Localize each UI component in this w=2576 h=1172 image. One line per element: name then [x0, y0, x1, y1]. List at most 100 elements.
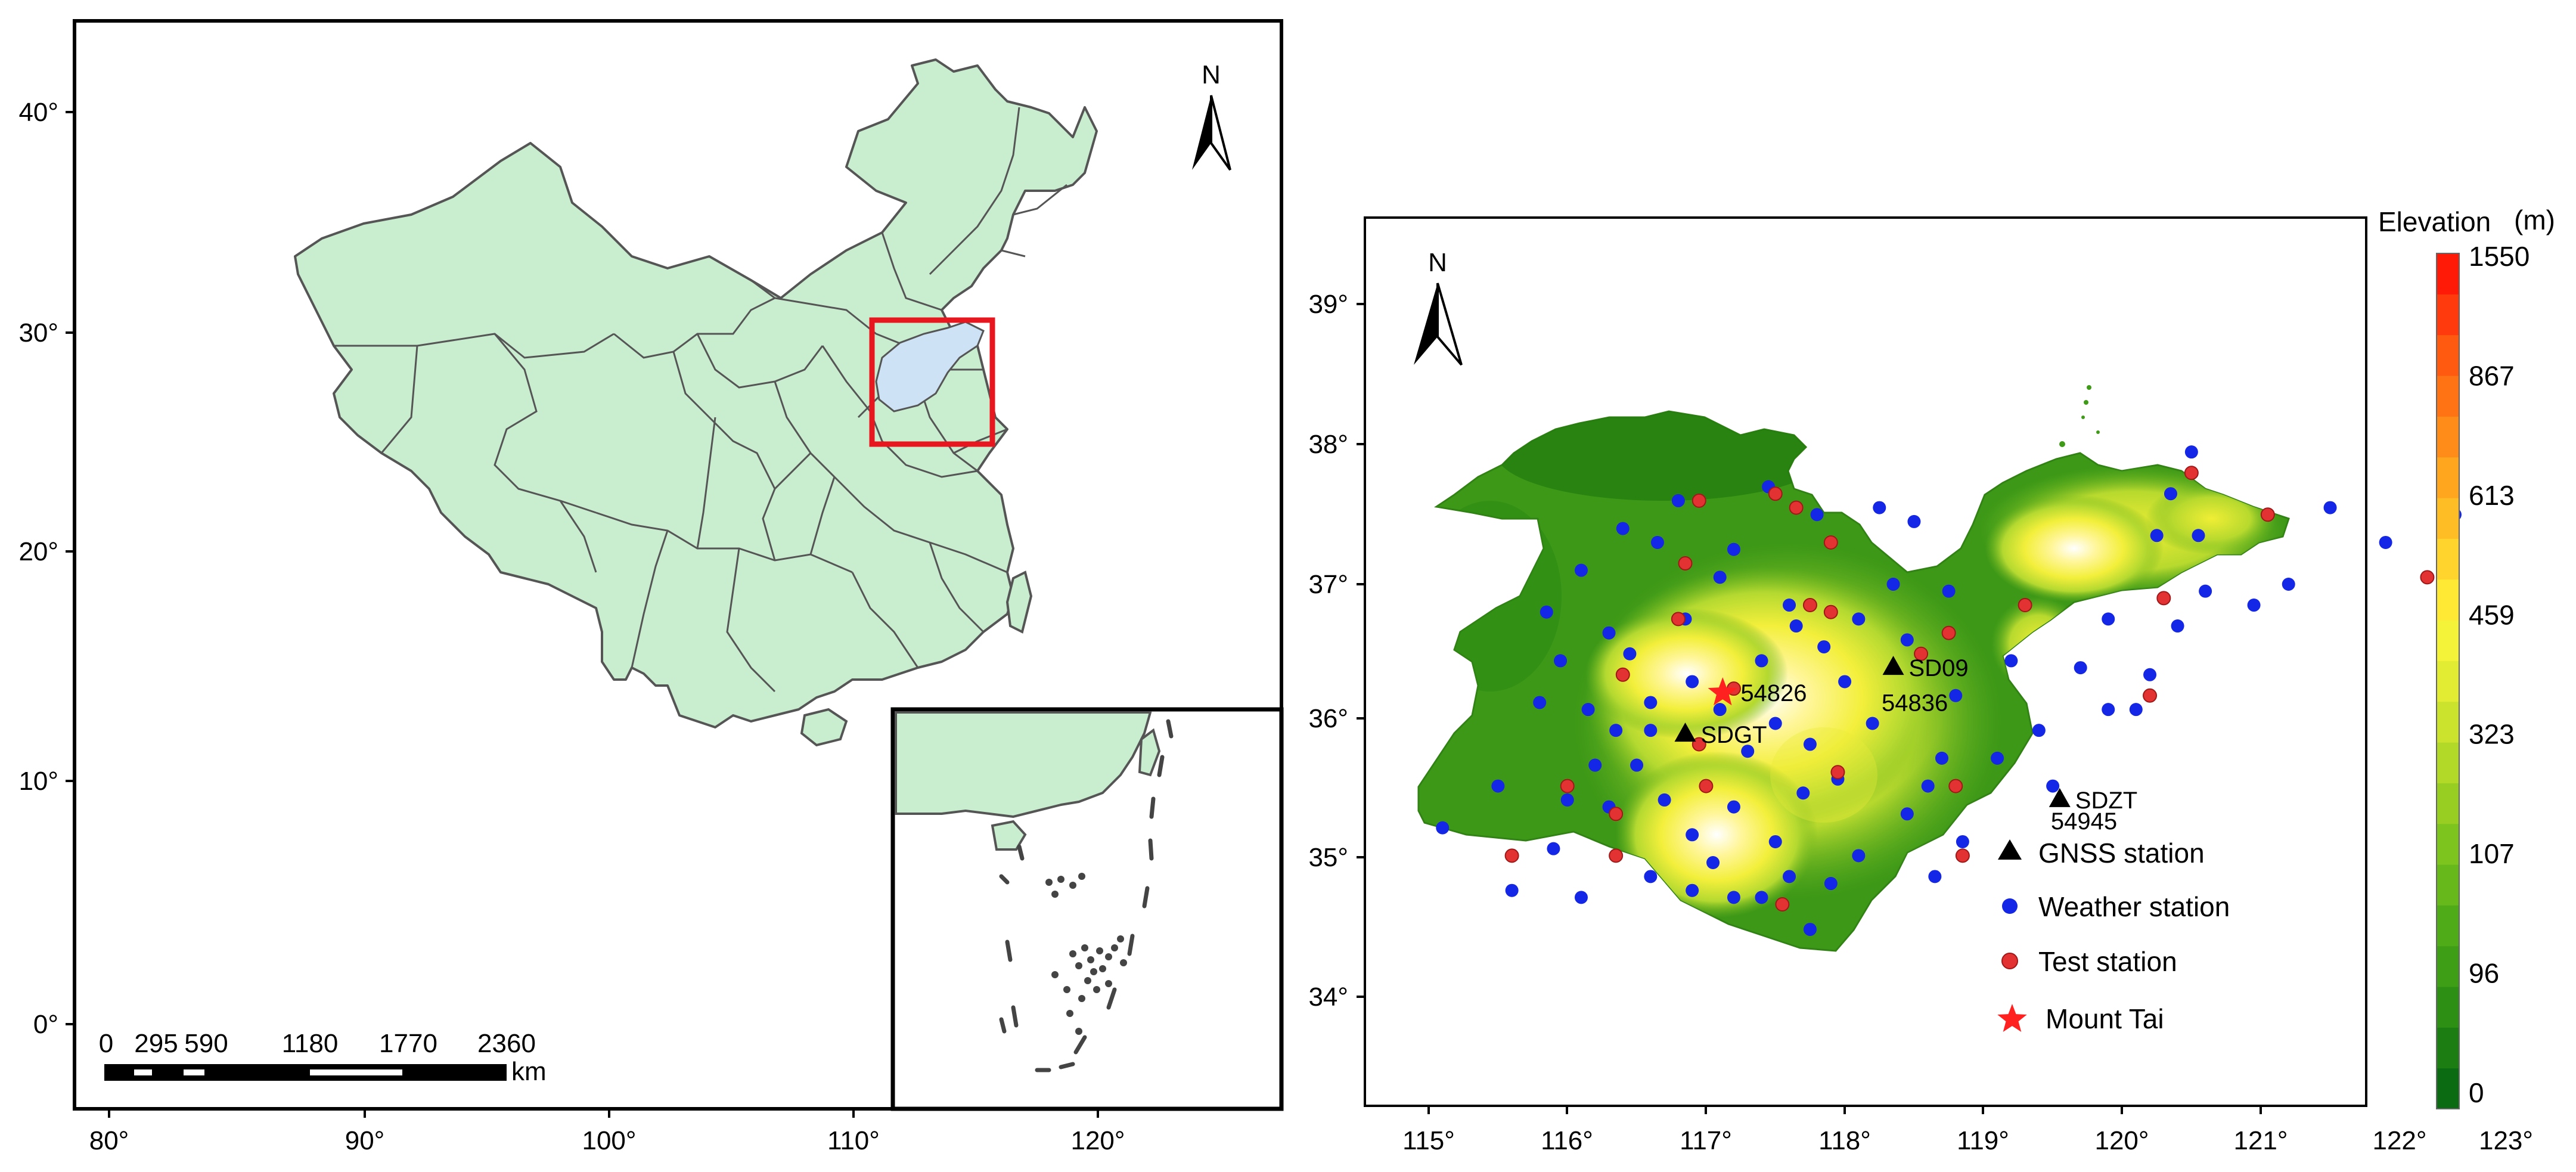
weather-station-dot	[1873, 501, 1886, 514]
lat-tick-label: 38°	[1308, 430, 1348, 459]
china-map-panel: N 0 295 590 1180 1770 2360 km	[18, 19, 1284, 1155]
scale-label: 1770	[379, 1029, 437, 1058]
north-arrow-left: N	[1192, 60, 1231, 171]
weather-station-dot	[1574, 563, 1588, 577]
weather-station-dot	[1706, 856, 1720, 869]
weather-station-dot	[1783, 870, 1796, 883]
right-map-ticks	[1357, 303, 2262, 1114]
lon-tick-label: 121°	[2233, 1126, 2288, 1155]
weather-station-dot	[2150, 529, 2164, 542]
weather-station-dot	[2323, 501, 2337, 514]
colorbar-step	[2437, 334, 2459, 376]
north-label-right: N	[1428, 248, 1447, 277]
colorbar-tick-label: 459	[2469, 599, 2515, 630]
inset-taiwan	[1138, 728, 1161, 777]
legend-label: Weather station	[2038, 891, 2230, 922]
coastal-islands	[2059, 385, 2100, 447]
lon-tick-label: 110°	[827, 1126, 880, 1155]
weather-station-dot	[1436, 821, 1450, 835]
colorbar-tick-label: 107	[2469, 838, 2515, 869]
weather-station-dot	[1956, 835, 1969, 848]
weather-station-dot	[2032, 724, 2046, 737]
gnss-station-label: SDGT	[1700, 722, 1767, 748]
weather-station-dot	[1588, 758, 1602, 772]
test-station-dot	[1802, 598, 1817, 613]
colorbar-tick-label: 323	[2469, 719, 2515, 750]
weather-legend-icon	[2002, 898, 2018, 914]
lat-tick-label: 37°	[1308, 570, 1348, 599]
colorbar-unit: (m)	[2514, 204, 2555, 235]
weather-station-dot	[1803, 737, 1817, 751]
weather-station-dot	[1817, 640, 1831, 654]
weather-station-dot	[1533, 696, 1547, 709]
weather-station-dot	[1949, 689, 1963, 702]
mount-tai-star	[1708, 677, 1738, 706]
north-label-left: N	[1202, 60, 1221, 89]
legend-label: GNSS station	[2038, 838, 2205, 869]
scale-label: 1180	[282, 1029, 339, 1058]
colorbar-step	[2437, 376, 2459, 417]
weather-station-dot	[1581, 703, 1595, 717]
scale-unit: km	[511, 1057, 547, 1086]
weather-station-dot	[1658, 793, 1671, 807]
colorbar-tick-label: 96	[2469, 958, 2499, 989]
shandong-highlight-box	[869, 317, 995, 447]
lat-tick-label: 39°	[1308, 290, 1348, 319]
colorbar-step	[2437, 905, 2459, 947]
weather-station-dot	[2102, 612, 2115, 626]
test-station-dot	[2260, 507, 2275, 522]
colorbar-step	[2437, 661, 2459, 702]
weather-station-dot	[1866, 717, 1879, 730]
left-lon-labels: 80° 90° 100° 110° 120°	[89, 1126, 1125, 1155]
colorbar-step	[2437, 742, 2459, 783]
weather-station-dot	[1928, 870, 1942, 883]
lon-tick-label: 117°	[1680, 1126, 1732, 1155]
shandong-map-panel: SD09 SDGT SDZT 54836 54945 54826 N GNSS stati…	[1308, 216, 2533, 1155]
weather-station-dot	[1650, 535, 1664, 549]
lon-tick-label: 116°	[1541, 1126, 1593, 1155]
elevation-colorbar: Elevation (m) 1550 867 613 459 323 107 96 0	[2378, 204, 2555, 1109]
right-lat-labels: 39° 38° 37° 36° 35° 34°	[1308, 290, 1348, 1012]
weather-station-dot	[1630, 758, 1644, 772]
lon-tick-label: 90°	[345, 1126, 385, 1155]
gnss-stations	[1674, 656, 2071, 807]
weather-stations	[1436, 445, 2462, 937]
lon-tick-label: 119°	[1957, 1126, 2009, 1155]
scale-bar: 0 295 590 1180 1770 2360 km	[99, 1029, 547, 1086]
weather-station-dot	[1942, 584, 1956, 598]
scale-label: 590	[184, 1029, 228, 1058]
colorbar-step	[2437, 701, 2459, 743]
lat-tick-label: 30°	[18, 318, 58, 348]
weather-station-dot	[1644, 724, 1658, 737]
test-station-dot	[1823, 604, 1838, 619]
test-station-dot	[1941, 625, 1956, 640]
weather-station-dot	[2379, 535, 2392, 549]
gnss-station-marker	[2049, 787, 2071, 807]
test-station-dot	[1678, 556, 1693, 571]
lat-tick-label: 10°	[18, 767, 58, 796]
test-station-dot	[2018, 598, 2032, 613]
weather-station-dot	[1741, 745, 1755, 758]
test-station-dot	[1775, 897, 1790, 912]
south-sea-islands	[1045, 873, 1127, 1035]
colorbar-labels: 1550 867 613 459 323 107 96 0	[2469, 241, 2530, 1108]
weather-station-dot	[1838, 675, 1852, 689]
right-lon-labels: 115° 116° 117° 118° 119° 120° 121° 122° …	[1402, 1126, 2533, 1155]
north-arrow-right: N	[1414, 248, 1463, 366]
colorbar-outline	[2436, 253, 2460, 1109]
weather-station-dot	[1671, 494, 1685, 507]
test-station-dot	[1609, 848, 1624, 863]
weather-station-dot	[1727, 542, 1740, 556]
china-landmass	[294, 58, 1098, 728]
test-station-dot	[1948, 779, 1963, 793]
weather-station-dot	[1686, 883, 1699, 897]
weather-station-dot	[1852, 612, 1866, 626]
colorbar-step	[2437, 620, 2459, 661]
test-station-dot	[1609, 807, 1624, 821]
colorbar-step	[2437, 579, 2459, 621]
weather-station-dot	[1616, 522, 1630, 535]
weather-station-dot	[2074, 661, 2087, 675]
gnss-station-marker	[1882, 656, 1904, 675]
test-station-dot	[1615, 667, 1630, 682]
weather-station-dot	[1755, 654, 1768, 668]
